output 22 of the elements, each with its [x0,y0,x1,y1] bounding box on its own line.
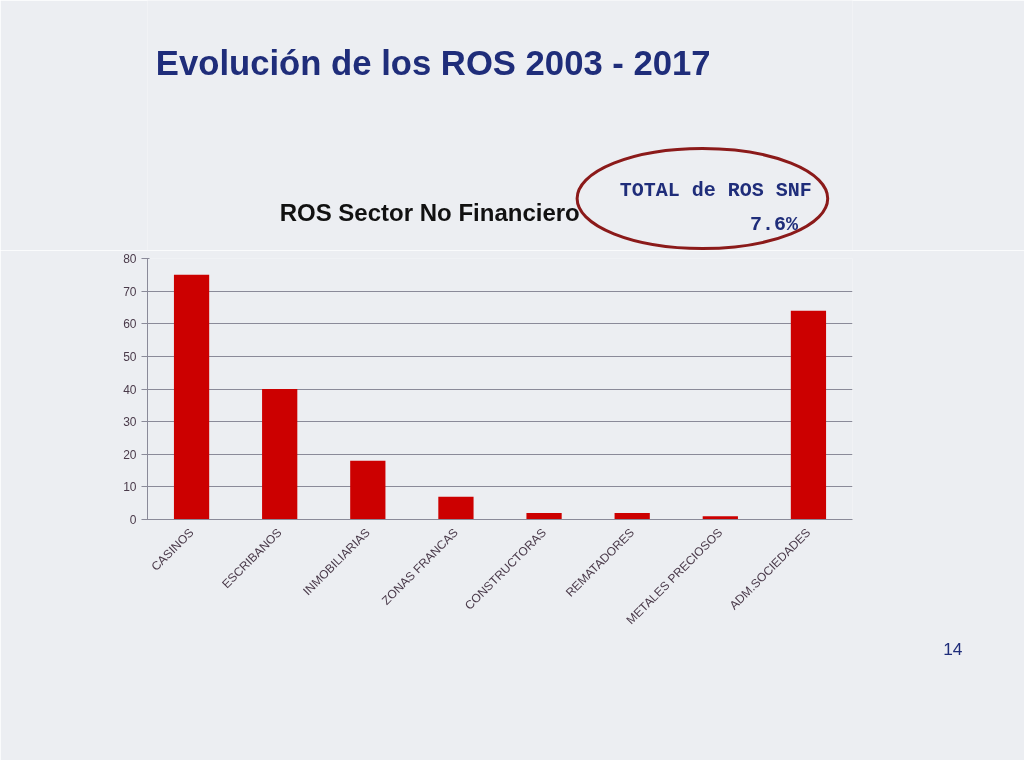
bar [438,496,474,520]
chart-title: Evolución de los ROS 2003 - 2017 [155,43,711,82]
bar [526,512,562,520]
bar [614,512,650,520]
y-tick-label: 40 [123,382,137,397]
text: TOTAL de ROS SNF [619,179,812,202]
y-tick-label: 30 [123,415,137,430]
y-tick-label: 70 [123,284,137,299]
text: 14 [943,638,963,659]
bar [173,274,210,520]
y-tick-label: 10 [123,480,137,495]
y-tick-label: 60 [123,317,137,332]
y-tick-label: 80 [123,252,137,266]
bar [262,389,298,520]
chart-subtitle: ROS Sector No Financiero [279,199,580,226]
y-tick-label: 0 [129,513,137,527]
bar [790,310,827,520]
y-tick-label: 50 [123,349,137,364]
text: 7.6% [750,213,800,236]
bar [350,460,386,520]
bar [702,516,738,520]
y-tick-label: 20 [123,447,137,462]
